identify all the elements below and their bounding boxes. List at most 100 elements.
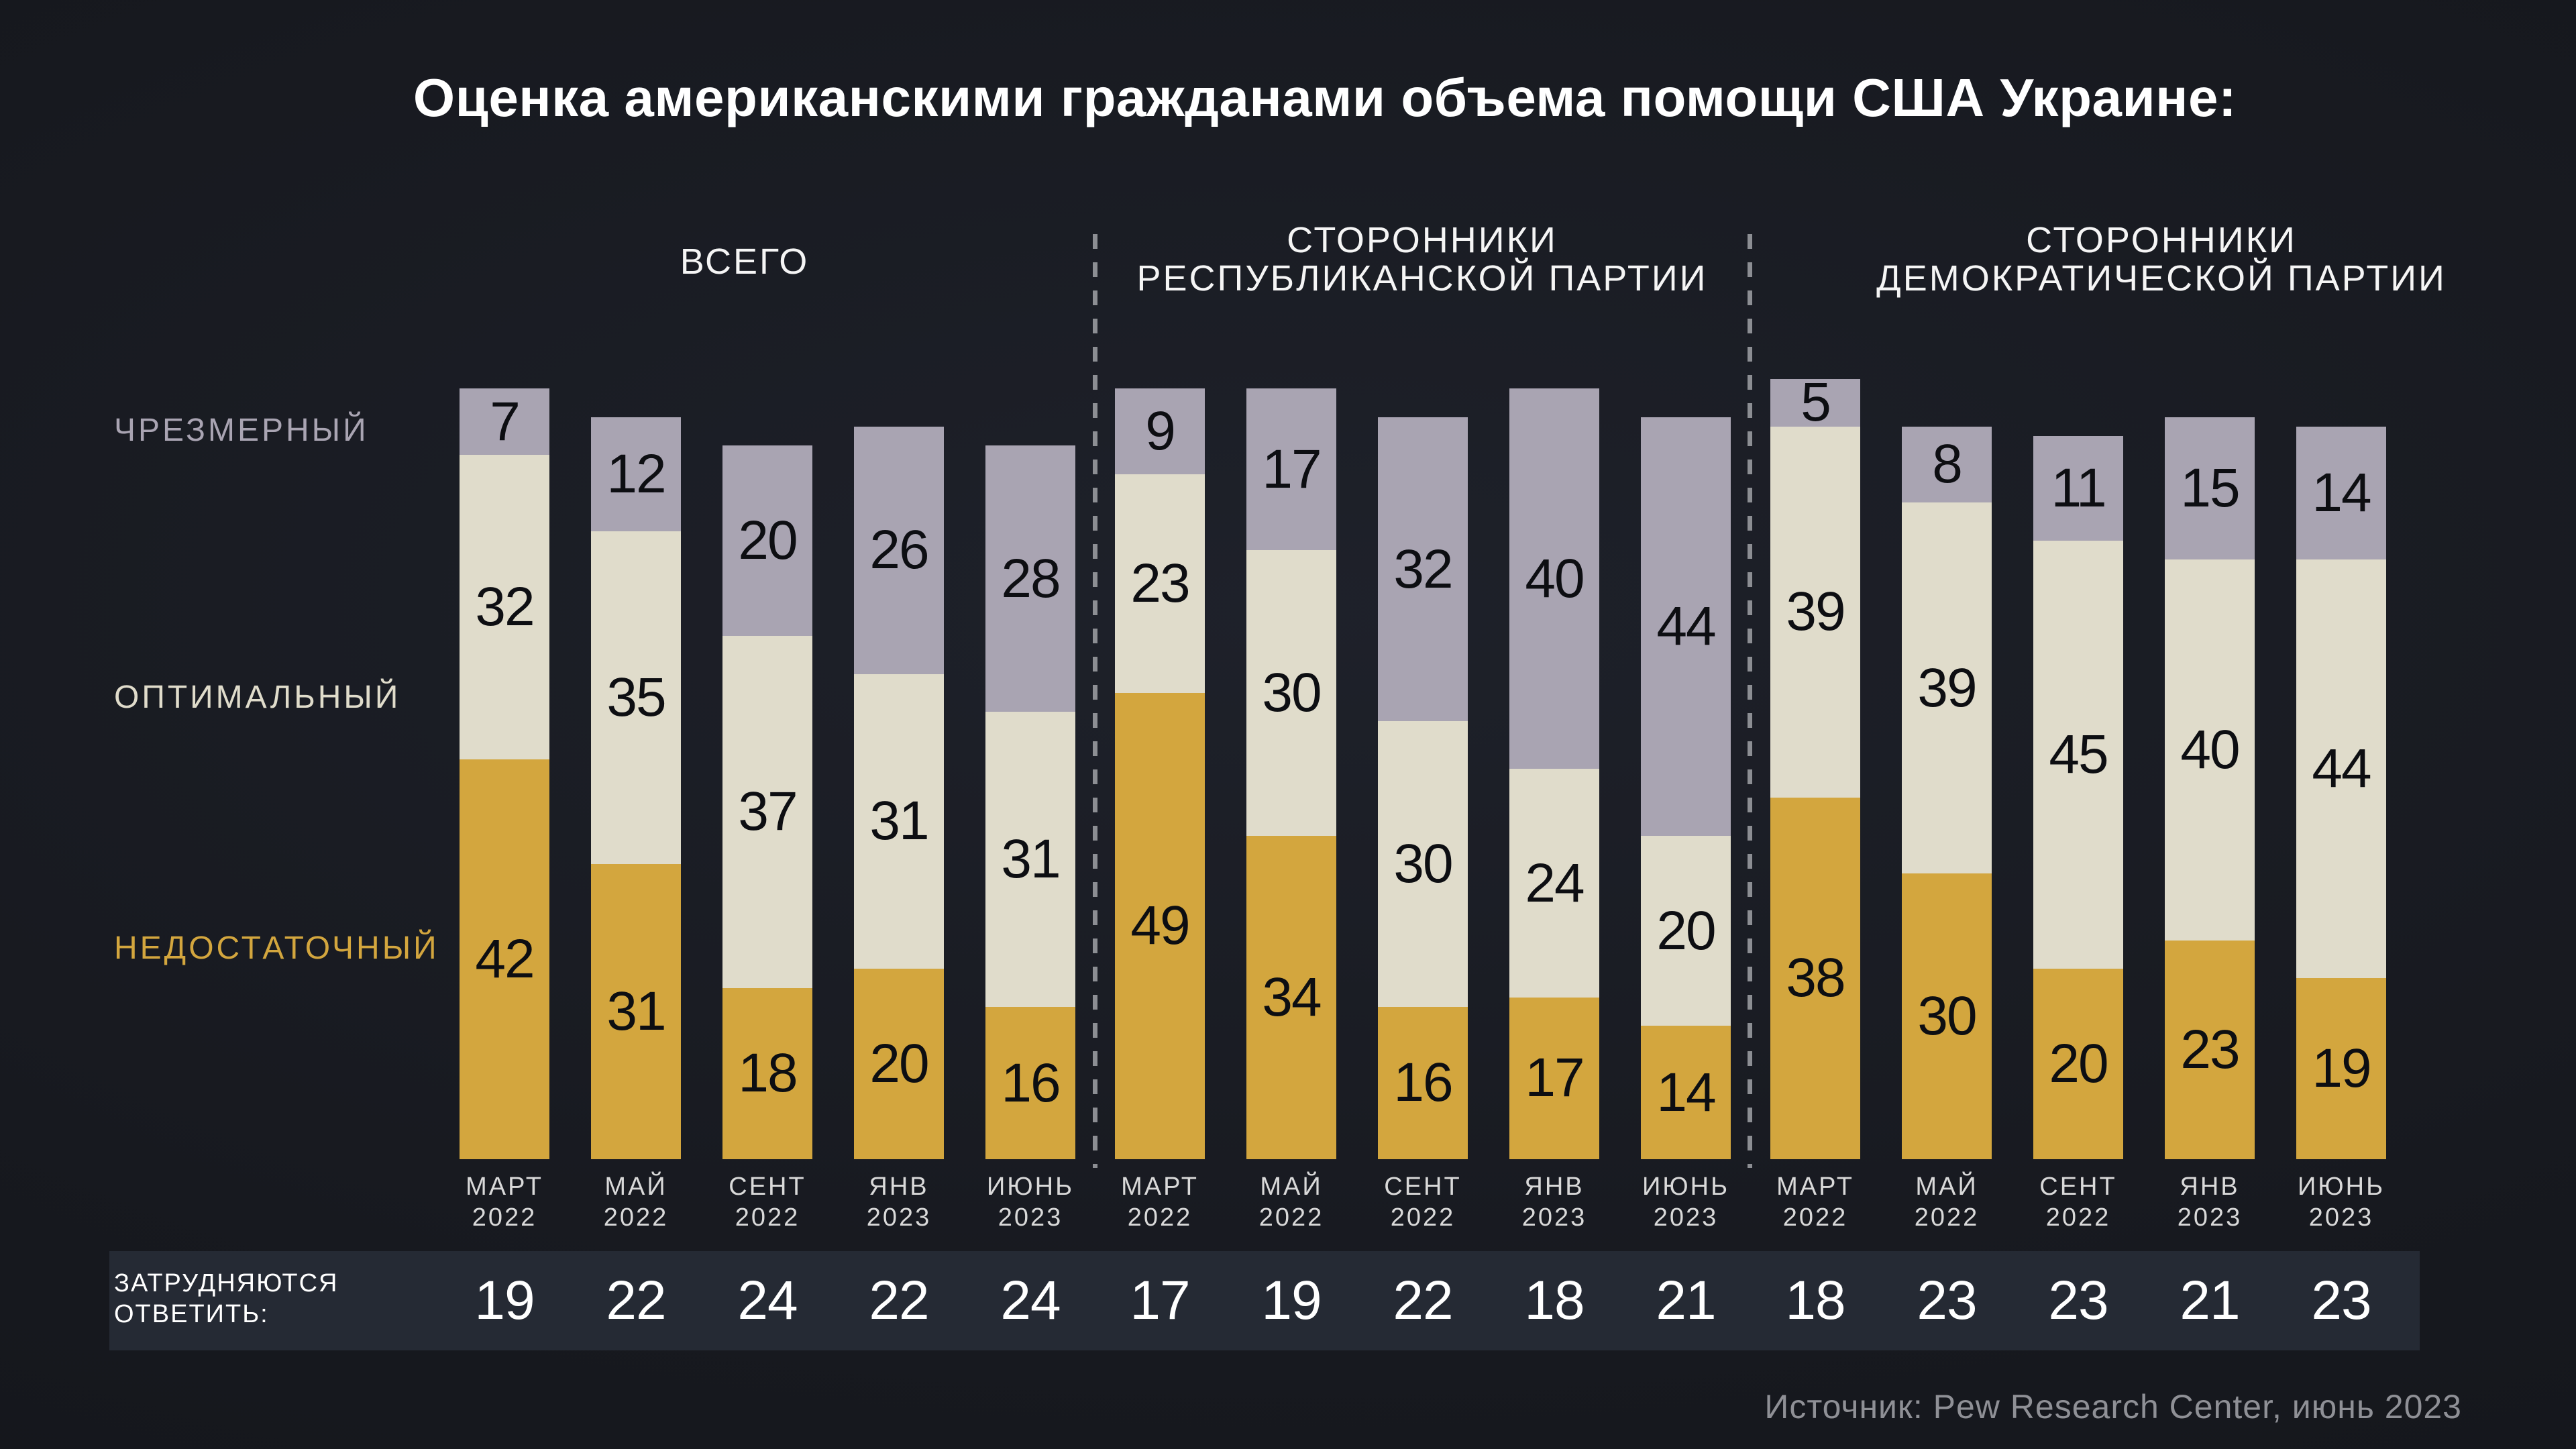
- segment-value-label: 30: [1393, 833, 1453, 895]
- bar-segment-excessive: 12: [591, 417, 681, 531]
- group-header-line: ВСЕГО: [680, 241, 810, 282]
- segment-value-label: 28: [1001, 547, 1061, 609]
- segment-value-label: 32: [1393, 538, 1453, 600]
- segment-value-label: 42: [475, 928, 535, 990]
- bar: 15 40 23: [2165, 417, 2255, 1159]
- segment-value-label: 30: [1917, 985, 1977, 1047]
- segment-value-label: 31: [606, 981, 666, 1042]
- bar-segment-insufficient: 16: [1378, 1007, 1468, 1159]
- bar-segment-optimal: 40: [2165, 559, 2255, 941]
- bar-segment-insufficient: 49: [1115, 692, 1205, 1159]
- segment-value-label: 5: [1801, 372, 1831, 433]
- bar: 40 24 17: [1509, 388, 1599, 1159]
- date-label-line: 2023: [998, 1203, 1063, 1232]
- date-label-line: 2023: [1653, 1203, 1719, 1232]
- segment-value-label: 30: [1262, 661, 1322, 723]
- segment-value-label: 35: [606, 667, 666, 729]
- no-answer-value: 18: [1785, 1270, 1845, 1331]
- date-label-line: 2022: [1782, 1203, 1848, 1232]
- segment-value-label: 14: [1656, 1061, 1716, 1123]
- date-label-line: 2022: [2045, 1203, 2111, 1232]
- date-label-line: 2023: [866, 1203, 932, 1232]
- date-label: ИЮНЬ 2023: [2275, 1171, 2407, 1233]
- no-answer-value: 22: [606, 1270, 666, 1331]
- segment-value-label: 20: [738, 509, 798, 571]
- date-label-line: 2023: [2308, 1203, 2374, 1232]
- no-answer-label-line-1: ЗАТРУДНЯЮТСЯ: [114, 1269, 339, 1297]
- legend-label-excessive: ЧРЕЗМЕРНЫЙ: [114, 413, 369, 448]
- no-answer-value: 23: [2311, 1270, 2371, 1331]
- no-answer-strip: ЗАТРУДНЯЮТСЯ ОТВЕТИТЬ: 19 22 24 22 24 17 19 22 1…: [109, 1251, 2420, 1350]
- bar-segment-insufficient: 38: [1770, 797, 1860, 1159]
- date-label: ИЮНЬ 2023: [1620, 1171, 1752, 1233]
- legend-label-optimal: ОПТИМАЛЬНЫЙ: [114, 680, 401, 715]
- bar-segment-excessive: 14: [2296, 426, 2386, 560]
- segment-value-label: 17: [1525, 1047, 1585, 1109]
- bar-segment-optimal: 45: [2033, 540, 2123, 969]
- date-label: МАЙ 2022: [1226, 1171, 1357, 1233]
- date-label-line: 2022: [1127, 1203, 1193, 1232]
- segment-value-label: 7: [490, 390, 521, 452]
- segment-value-label: 34: [1262, 966, 1322, 1028]
- group-header-line: СТОРОННИКИ: [1287, 220, 1558, 260]
- date-label: МАРТ 2022: [1094, 1171, 1226, 1233]
- segment-value-label: 16: [1001, 1052, 1061, 1114]
- date-label-line: МАРТ: [466, 1173, 543, 1201]
- date-label-line: СЕНТ: [729, 1173, 806, 1201]
- segment-value-label: 16: [1393, 1052, 1453, 1114]
- segment-value-label: 9: [1145, 400, 1176, 462]
- bar: 12 35 31: [591, 417, 681, 1159]
- bar: 11 45 20: [2033, 435, 2123, 1159]
- bar: 32 30 16: [1378, 417, 1468, 1159]
- segment-value-label: 37: [738, 781, 798, 843]
- bar-segment-excessive: 44: [1641, 417, 1731, 836]
- date-label-line: 2022: [1390, 1203, 1456, 1232]
- no-answer-label-line-2: ОТВЕТИТЬ:: [114, 1300, 269, 1328]
- bar-segment-insufficient: 17: [1509, 997, 1599, 1159]
- segment-value-label: 32: [475, 576, 535, 638]
- no-answer-value: 17: [1130, 1270, 1190, 1331]
- bar-segment-optimal: 23: [1115, 474, 1205, 693]
- date-label: ЯНВ 2023: [1489, 1171, 1620, 1233]
- date-label-line: МАЙ: [604, 1173, 667, 1201]
- bar-segment-excessive: 26: [854, 426, 944, 674]
- segment-value-label: 20: [1656, 900, 1716, 961]
- bar-segment-optimal: 20: [1641, 835, 1731, 1026]
- date-label-line: 2023: [1521, 1203, 1587, 1232]
- bar: 8 39 30: [1902, 426, 1992, 1159]
- bar-segment-optimal: 32: [460, 455, 549, 760]
- date-label-line: 2022: [1914, 1203, 1980, 1232]
- date-label-line: ИЮНЬ: [2297, 1173, 2385, 1201]
- bar-segment-insufficient: 20: [854, 969, 944, 1159]
- segment-value-label: 20: [869, 1033, 929, 1095]
- bar-segment-excessive: 11: [2033, 435, 2123, 541]
- segment-value-label: 26: [869, 519, 929, 581]
- bar-segment-excessive: 20: [722, 445, 812, 636]
- page-title: Оценка американскими гражданами объема п…: [413, 68, 2237, 127]
- group-header-line: СТОРОННИКИ: [2026, 220, 2297, 260]
- no-answer-value: 19: [1261, 1270, 1322, 1331]
- bar-segment-optimal: 39: [1770, 426, 1860, 798]
- date-label-line: 2022: [1258, 1203, 1324, 1232]
- segment-value-label: 45: [2049, 724, 2108, 786]
- segment-value-label: 40: [2180, 719, 2240, 781]
- date-label-line: МАРТ: [1776, 1173, 1854, 1201]
- segment-value-label: 15: [2180, 457, 2240, 519]
- no-answer-value: 22: [1393, 1270, 1453, 1331]
- bar-segment-optimal: 30: [1378, 721, 1468, 1008]
- bar-segment-insufficient: 19: [2296, 978, 2386, 1159]
- no-answer-label: ЗАТРУДНЯЮТСЯ ОТВЕТИТЬ:: [114, 1268, 338, 1330]
- segment-value-label: 24: [1525, 852, 1585, 914]
- date-label: МАРТ 2022: [1750, 1171, 1881, 1233]
- bar-segment-insufficient: 30: [1902, 873, 1992, 1159]
- date-label-line: 2022: [472, 1203, 537, 1232]
- date-label: СЕНТ 2022: [702, 1171, 833, 1233]
- bar-segment-optimal: 37: [722, 635, 812, 988]
- date-label: ЯНВ 2023: [2144, 1171, 2275, 1233]
- bar-segment-excessive: 17: [1246, 388, 1336, 551]
- group-header-line: ДЕМОКРАТИЧЕСКОЙ ПАРТИИ: [1876, 258, 2447, 299]
- date-label-line: СЕНТ: [1384, 1173, 1462, 1201]
- source-note: Источник: Pew Research Center, июнь 2023: [1764, 1388, 2462, 1426]
- date-label: МАЙ 2022: [1881, 1171, 2012, 1233]
- date-label-line: 2022: [603, 1203, 669, 1232]
